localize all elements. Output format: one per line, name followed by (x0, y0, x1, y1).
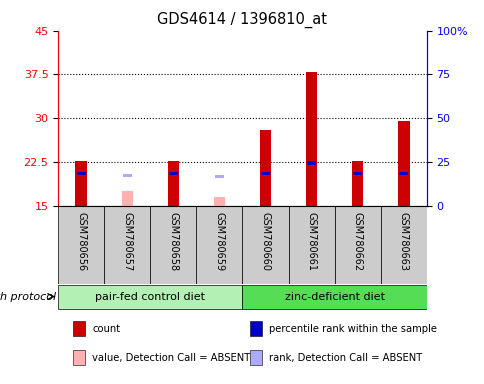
FancyBboxPatch shape (334, 206, 380, 284)
Bar (73, 321, 85, 336)
FancyBboxPatch shape (196, 206, 242, 284)
Text: zinc-deficient diet: zinc-deficient diet (284, 291, 384, 301)
Text: percentile rank within the sample: percentile rank within the sample (269, 324, 436, 334)
Bar (351, 161, 363, 206)
Bar (73, 351, 85, 365)
Bar (76, 172, 86, 175)
Bar (249, 351, 261, 365)
Bar (249, 321, 261, 336)
Text: count: count (92, 324, 120, 334)
Text: GSM780661: GSM780661 (306, 212, 316, 271)
Text: GSM780656: GSM780656 (76, 212, 86, 271)
Bar (260, 172, 270, 175)
Bar (398, 172, 408, 175)
FancyBboxPatch shape (58, 285, 242, 309)
Text: rank, Detection Call = ABSENT: rank, Detection Call = ABSENT (269, 353, 422, 363)
FancyBboxPatch shape (288, 206, 334, 284)
Bar (122, 174, 132, 177)
Text: GSM780663: GSM780663 (398, 212, 408, 271)
Bar (214, 175, 224, 179)
FancyBboxPatch shape (58, 206, 104, 284)
Text: GSM780658: GSM780658 (168, 212, 178, 271)
Text: GSM780662: GSM780662 (352, 212, 362, 271)
Bar (76, 161, 87, 206)
Bar (168, 172, 178, 175)
FancyBboxPatch shape (380, 206, 426, 284)
Bar (213, 197, 225, 206)
Text: growth protocol: growth protocol (0, 291, 56, 301)
Text: GSM780660: GSM780660 (260, 212, 270, 271)
Text: GSM780659: GSM780659 (214, 212, 224, 271)
Bar (306, 161, 316, 165)
FancyBboxPatch shape (242, 285, 426, 309)
FancyBboxPatch shape (104, 206, 150, 284)
Text: pair-fed control diet: pair-fed control diet (95, 291, 205, 301)
Title: GDS4614 / 1396810_at: GDS4614 / 1396810_at (157, 12, 327, 28)
Bar (121, 191, 133, 206)
FancyBboxPatch shape (242, 206, 288, 284)
Text: value, Detection Call = ABSENT: value, Detection Call = ABSENT (92, 353, 250, 363)
Bar (259, 130, 271, 206)
Bar (397, 121, 408, 206)
Bar (352, 172, 362, 175)
Bar (167, 161, 179, 206)
Bar (305, 71, 317, 206)
Text: GSM780657: GSM780657 (122, 212, 132, 271)
FancyBboxPatch shape (150, 206, 196, 284)
